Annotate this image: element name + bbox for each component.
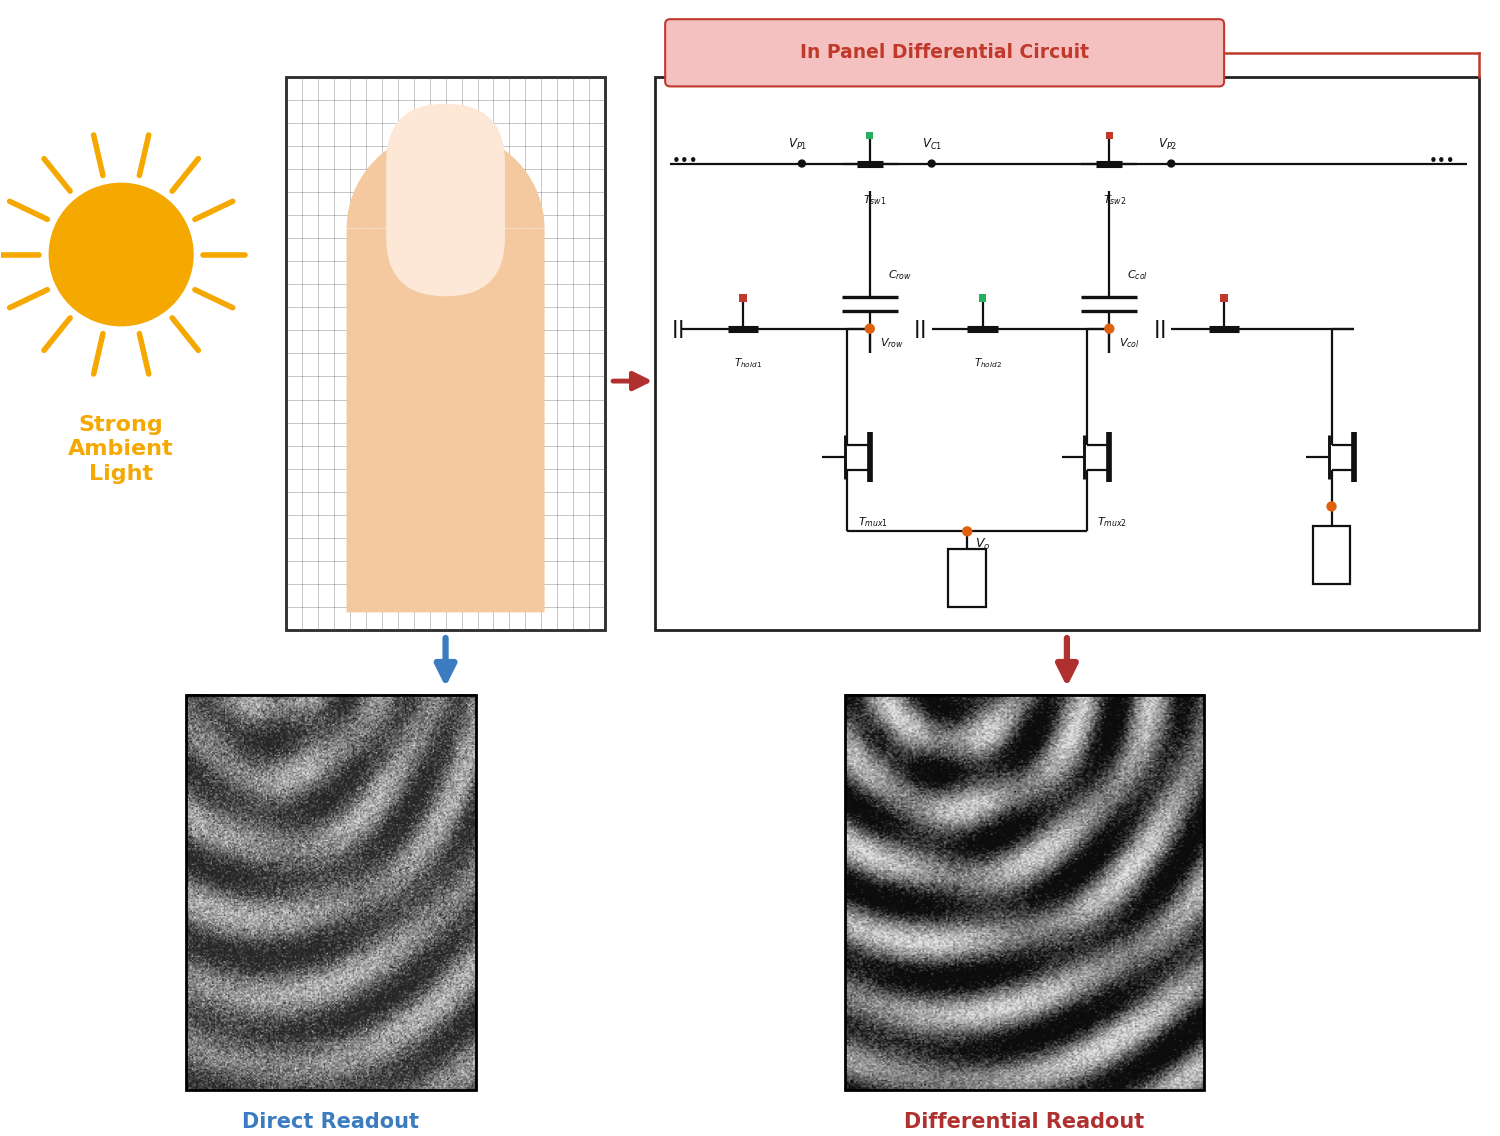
Text: Strong
Ambient
Light: Strong Ambient Light	[69, 415, 174, 484]
FancyBboxPatch shape	[664, 19, 1224, 86]
Text: Direct Readout: Direct Readout	[243, 1112, 420, 1131]
Text: $C_{col}$: $C_{col}$	[1128, 268, 1148, 282]
Bar	[286, 76, 606, 630]
Text: $T_{mux2}$: $T_{mux2}$	[1098, 516, 1128, 529]
Text: $V_{P2}$: $V_{P2}$	[1158, 136, 1178, 152]
Bar	[740, 294, 747, 302]
Circle shape	[928, 160, 934, 167]
Bar	[867, 133, 873, 140]
Text: Differential Readout: Differential Readout	[904, 1112, 1144, 1131]
Text: $\mathbf{||}$: $\mathbf{||}$	[670, 318, 684, 340]
FancyBboxPatch shape	[386, 103, 506, 296]
Text: $T_{hold2}$: $T_{hold2}$	[974, 357, 1002, 370]
Text: $V_{row}$: $V_{row}$	[880, 336, 903, 350]
Bar	[978, 294, 987, 302]
Bar	[1221, 294, 1228, 302]
Circle shape	[963, 527, 972, 536]
Text: $T_{sw1}$: $T_{sw1}$	[862, 193, 886, 207]
Circle shape	[865, 324, 874, 333]
Circle shape	[50, 183, 194, 326]
Circle shape	[1106, 324, 1114, 333]
Text: $T_{sw2}$: $T_{sw2}$	[1102, 193, 1126, 207]
Text: $T_{mux1}$: $T_{mux1}$	[858, 516, 888, 529]
Text: $\mathbf{||}$: $\mathbf{||}$	[914, 318, 926, 340]
Text: $V_{P1}$: $V_{P1}$	[788, 136, 807, 152]
Bar	[948, 549, 986, 607]
Bar	[1312, 526, 1350, 584]
Polygon shape	[346, 131, 544, 612]
Text: $C_{row}$: $C_{row}$	[888, 268, 912, 282]
Text: •••: •••	[672, 154, 699, 169]
Circle shape	[798, 160, 806, 167]
Bar	[656, 76, 1479, 630]
Text: $V_o$: $V_o$	[975, 537, 990, 552]
Text: $V_{col}$: $V_{col}$	[1119, 336, 1140, 350]
Circle shape	[1328, 502, 1336, 511]
Text: $V_{C1}$: $V_{C1}$	[921, 136, 942, 152]
Bar	[186, 694, 476, 1091]
Text: $T_{hold1}$: $T_{hold1}$	[734, 357, 762, 370]
Bar	[844, 694, 1204, 1091]
Bar	[1106, 133, 1113, 140]
Text: •••: •••	[1428, 154, 1455, 169]
Text: In Panel Differential Circuit: In Panel Differential Circuit	[800, 43, 1089, 62]
Circle shape	[1167, 160, 1174, 167]
Text: $\mathbf{||}$: $\mathbf{||}$	[1154, 318, 1166, 340]
